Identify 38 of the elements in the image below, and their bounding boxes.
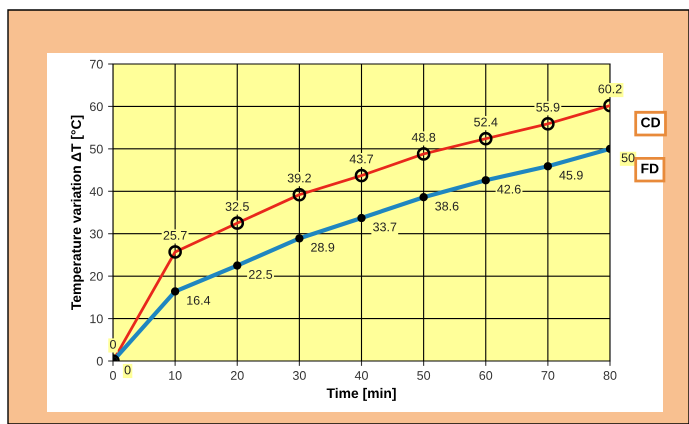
x-tick-label: 40 <box>354 371 368 380</box>
data-label: 32.5 <box>226 202 249 211</box>
y-tick-label: 20 <box>90 272 103 281</box>
y-tick-label: 50 <box>90 144 103 154</box>
y-tick-label: 10 <box>90 314 103 324</box>
data-label: 22.5 <box>248 270 272 279</box>
text: CD <box>641 118 660 128</box>
y-tick-label: 30 <box>90 230 103 238</box>
data-label: 55.9 <box>536 102 560 112</box>
x-tick-label: 30 <box>292 371 306 380</box>
x-tick-label: 60 <box>479 371 492 380</box>
data-label: 48.8 <box>412 132 436 142</box>
data-label: 60.2 <box>598 84 622 94</box>
data-label: 42.6 <box>497 184 521 194</box>
data-label: 39.2 <box>288 174 311 182</box>
x-tick-label: 10 <box>169 371 182 380</box>
text: FD <box>641 164 658 174</box>
data-label: 33.7 <box>373 222 396 232</box>
x-axis-title: Time [min] <box>326 388 396 401</box>
data-label: 16.4 <box>187 296 210 305</box>
x-tick-label: 70 <box>542 371 554 380</box>
data-label: 28.9 <box>311 242 334 252</box>
data-label: 45.9 <box>559 170 583 180</box>
x-tick-label: 50 <box>417 371 430 380</box>
y-tick-label: 60 <box>90 102 103 112</box>
y-axis-title: Temperature variation ΔT [°C] <box>70 116 84 310</box>
x-tick-label: 0 <box>110 371 116 380</box>
data-label: 0 <box>110 340 116 349</box>
data-label: 38.6 <box>435 202 459 211</box>
data-label: 25.7 <box>164 230 187 240</box>
y-tick-label: 0 <box>96 356 103 366</box>
data-label: 50 <box>622 153 635 162</box>
x-tick-label: 20 <box>230 371 244 380</box>
data-label: 52.4 <box>474 118 498 126</box>
data-label: 43.7 <box>350 154 374 164</box>
y-tick-label: 70 <box>90 60 103 69</box>
y-tick-label: 40 <box>90 187 103 196</box>
x-tick-label: 80 <box>604 371 616 380</box>
